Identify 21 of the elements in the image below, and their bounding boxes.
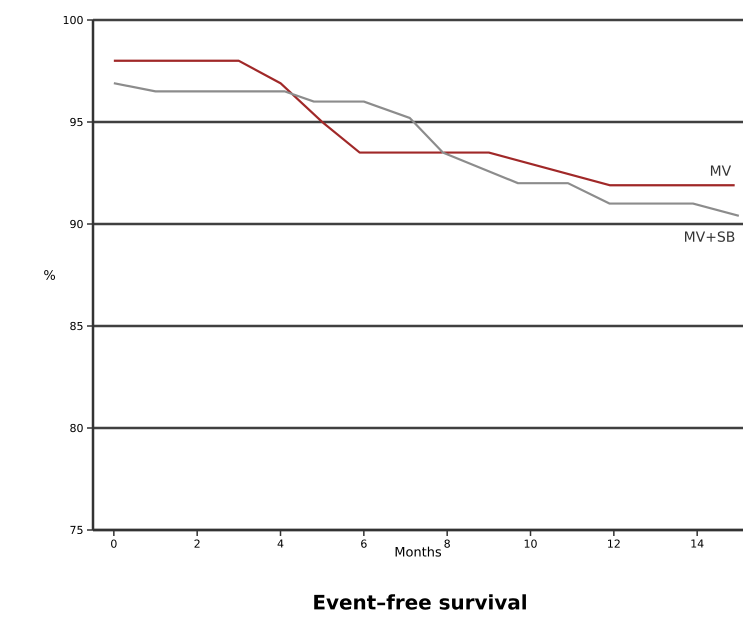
x-tick-label: 8 xyxy=(444,540,450,548)
x-tick-label: 14 xyxy=(691,540,704,548)
x-axis-title: Months xyxy=(396,546,442,557)
y-tick-label: 95 xyxy=(70,118,83,126)
y-tick-label: 85 xyxy=(70,322,83,330)
x-tick-label: 4 xyxy=(278,540,284,548)
x-tick-label: 10 xyxy=(524,540,537,548)
y-tick-label: 80 xyxy=(70,424,83,432)
text: Event–free survival xyxy=(314,594,526,610)
x-tick-label: 12 xyxy=(608,540,620,548)
x-tick-label: 2 xyxy=(194,540,200,548)
y-axis-title: % xyxy=(44,270,56,280)
y-tick-label: 90 xyxy=(70,220,83,228)
line-series xyxy=(112,82,740,217)
y-tick-label: 100 xyxy=(64,16,83,24)
y-tick-label: 75 xyxy=(70,526,83,534)
line-series xyxy=(112,60,736,186)
x-tick-label: 0 xyxy=(111,540,117,548)
series-label: MV xyxy=(710,166,732,176)
x-tick-label: 6 xyxy=(361,540,367,548)
series-label: MV+SB xyxy=(685,231,734,242)
